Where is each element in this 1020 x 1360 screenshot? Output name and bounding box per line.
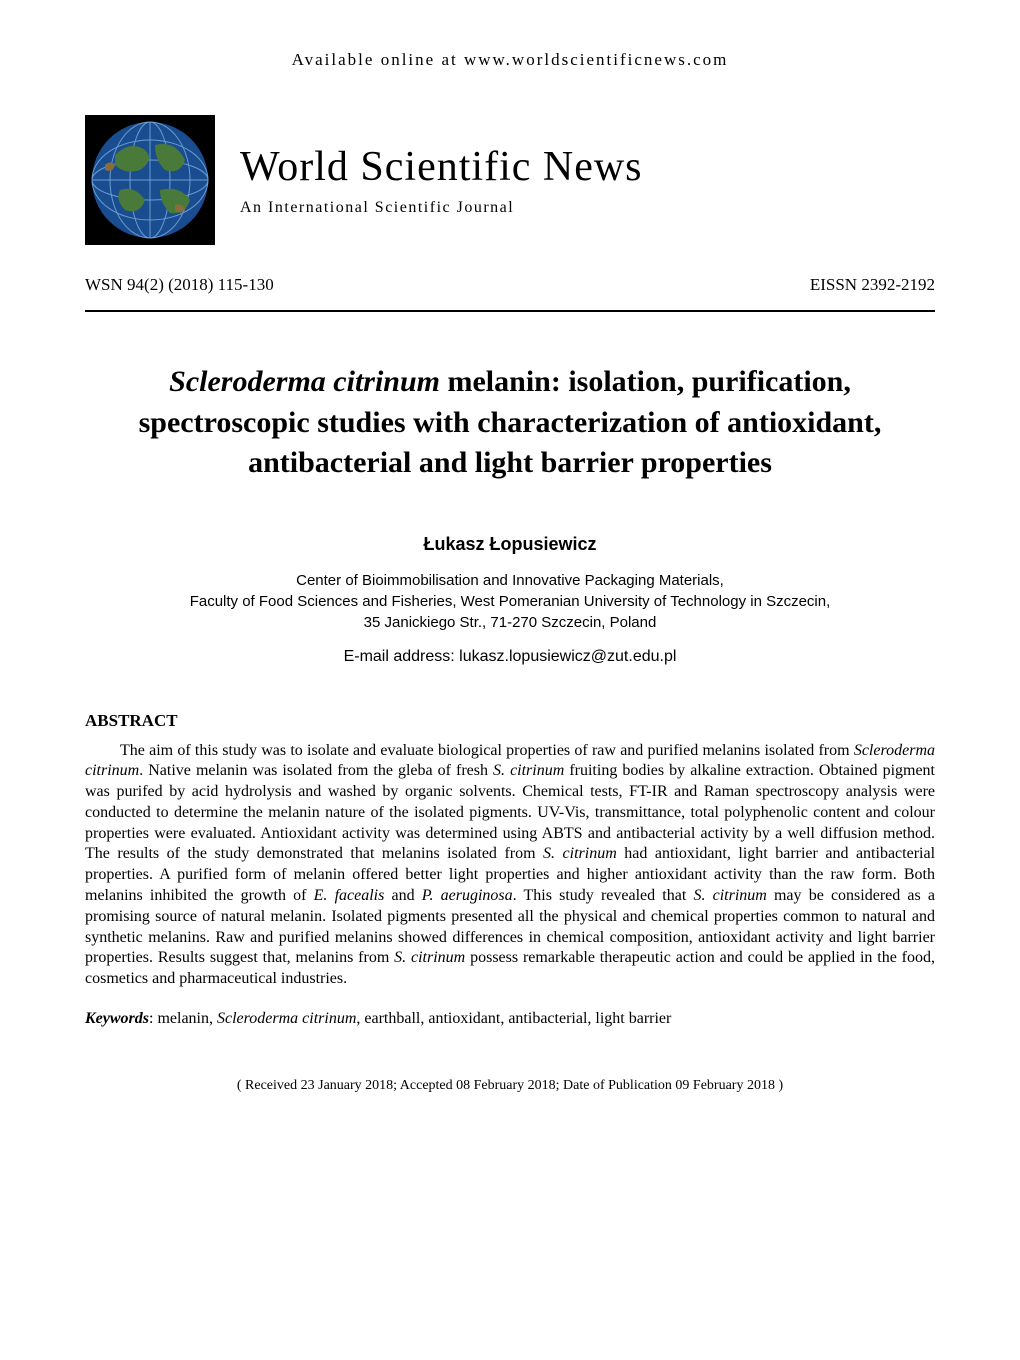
abstract-species: E. facealis [314, 887, 385, 904]
journal-name: World Scientific News [240, 143, 935, 191]
journal-header: World Scientific News An International S… [85, 115, 935, 245]
keywords-label: Keywords [85, 1010, 149, 1027]
email-label: E-mail address: [344, 648, 460, 665]
issue-reference: WSN 94(2) (2018) 115-130 [85, 275, 274, 295]
abstract-segment: . This study revealed that [513, 887, 694, 904]
globe-logo-icon [85, 115, 215, 245]
journal-title-block: World Scientific News An International S… [240, 143, 935, 217]
abstract-species: P. aeruginosa [422, 887, 513, 904]
available-online-link: Available online at www.worldscientificn… [85, 50, 935, 70]
abstract-segment: . Native melanin was isolated from the g… [139, 762, 493, 779]
affiliation-line-2: Faculty of Food Sciences and Fisheries, … [190, 593, 831, 610]
affiliation-line-3: 35 Janickiego Str., 71-270 Szczecin, Pol… [364, 614, 657, 631]
abstract-segment: and [384, 887, 421, 904]
abstract-segment: The aim of this study was to isolate and… [120, 742, 854, 759]
author-email: E-mail address: lukasz.lopusiewicz@zut.e… [85, 648, 935, 666]
article-title: Scleroderma citrinum melanin: isolation,… [85, 362, 935, 484]
keywords-segment: , earthball, antioxidant, antibacterial,… [356, 1010, 671, 1027]
publication-dates: ( Received 23 January 2018; Accepted 08 … [85, 1078, 935, 1094]
email-address: lukasz.lopusiewicz@zut.edu.pl [459, 648, 676, 665]
abstract-species: S. citrinum [493, 762, 564, 779]
abstract-body: The aim of this study was to isolate and… [85, 741, 935, 991]
journal-subtitle: An International Scientific Journal [240, 199, 935, 217]
author-name: Łukasz Łopusiewicz [85, 534, 935, 555]
affiliation-line-1: Center of Bioimmobilisation and Innovati… [296, 572, 724, 589]
header-divider [85, 310, 935, 312]
abstract-species: S. citrinum [394, 949, 465, 966]
keywords-line: Keywords: melanin, Scleroderma citrinum,… [85, 1010, 935, 1028]
keywords-species: Scleroderma citrinum [217, 1010, 356, 1027]
issue-info-line: WSN 94(2) (2018) 115-130 EISSN 2392-2192 [85, 275, 935, 295]
abstract-species: S. citrinum [693, 887, 766, 904]
abstract-species: S. citrinum [543, 845, 617, 862]
author-affiliation: Center of Bioimmobilisation and Innovati… [85, 570, 935, 633]
keywords-segment: : melanin, [149, 1010, 217, 1027]
title-species-name: Scleroderma citrinum [169, 365, 440, 398]
eissn-number: EISSN 2392-2192 [810, 275, 935, 295]
abstract-heading: ABSTRACT [85, 711, 935, 731]
